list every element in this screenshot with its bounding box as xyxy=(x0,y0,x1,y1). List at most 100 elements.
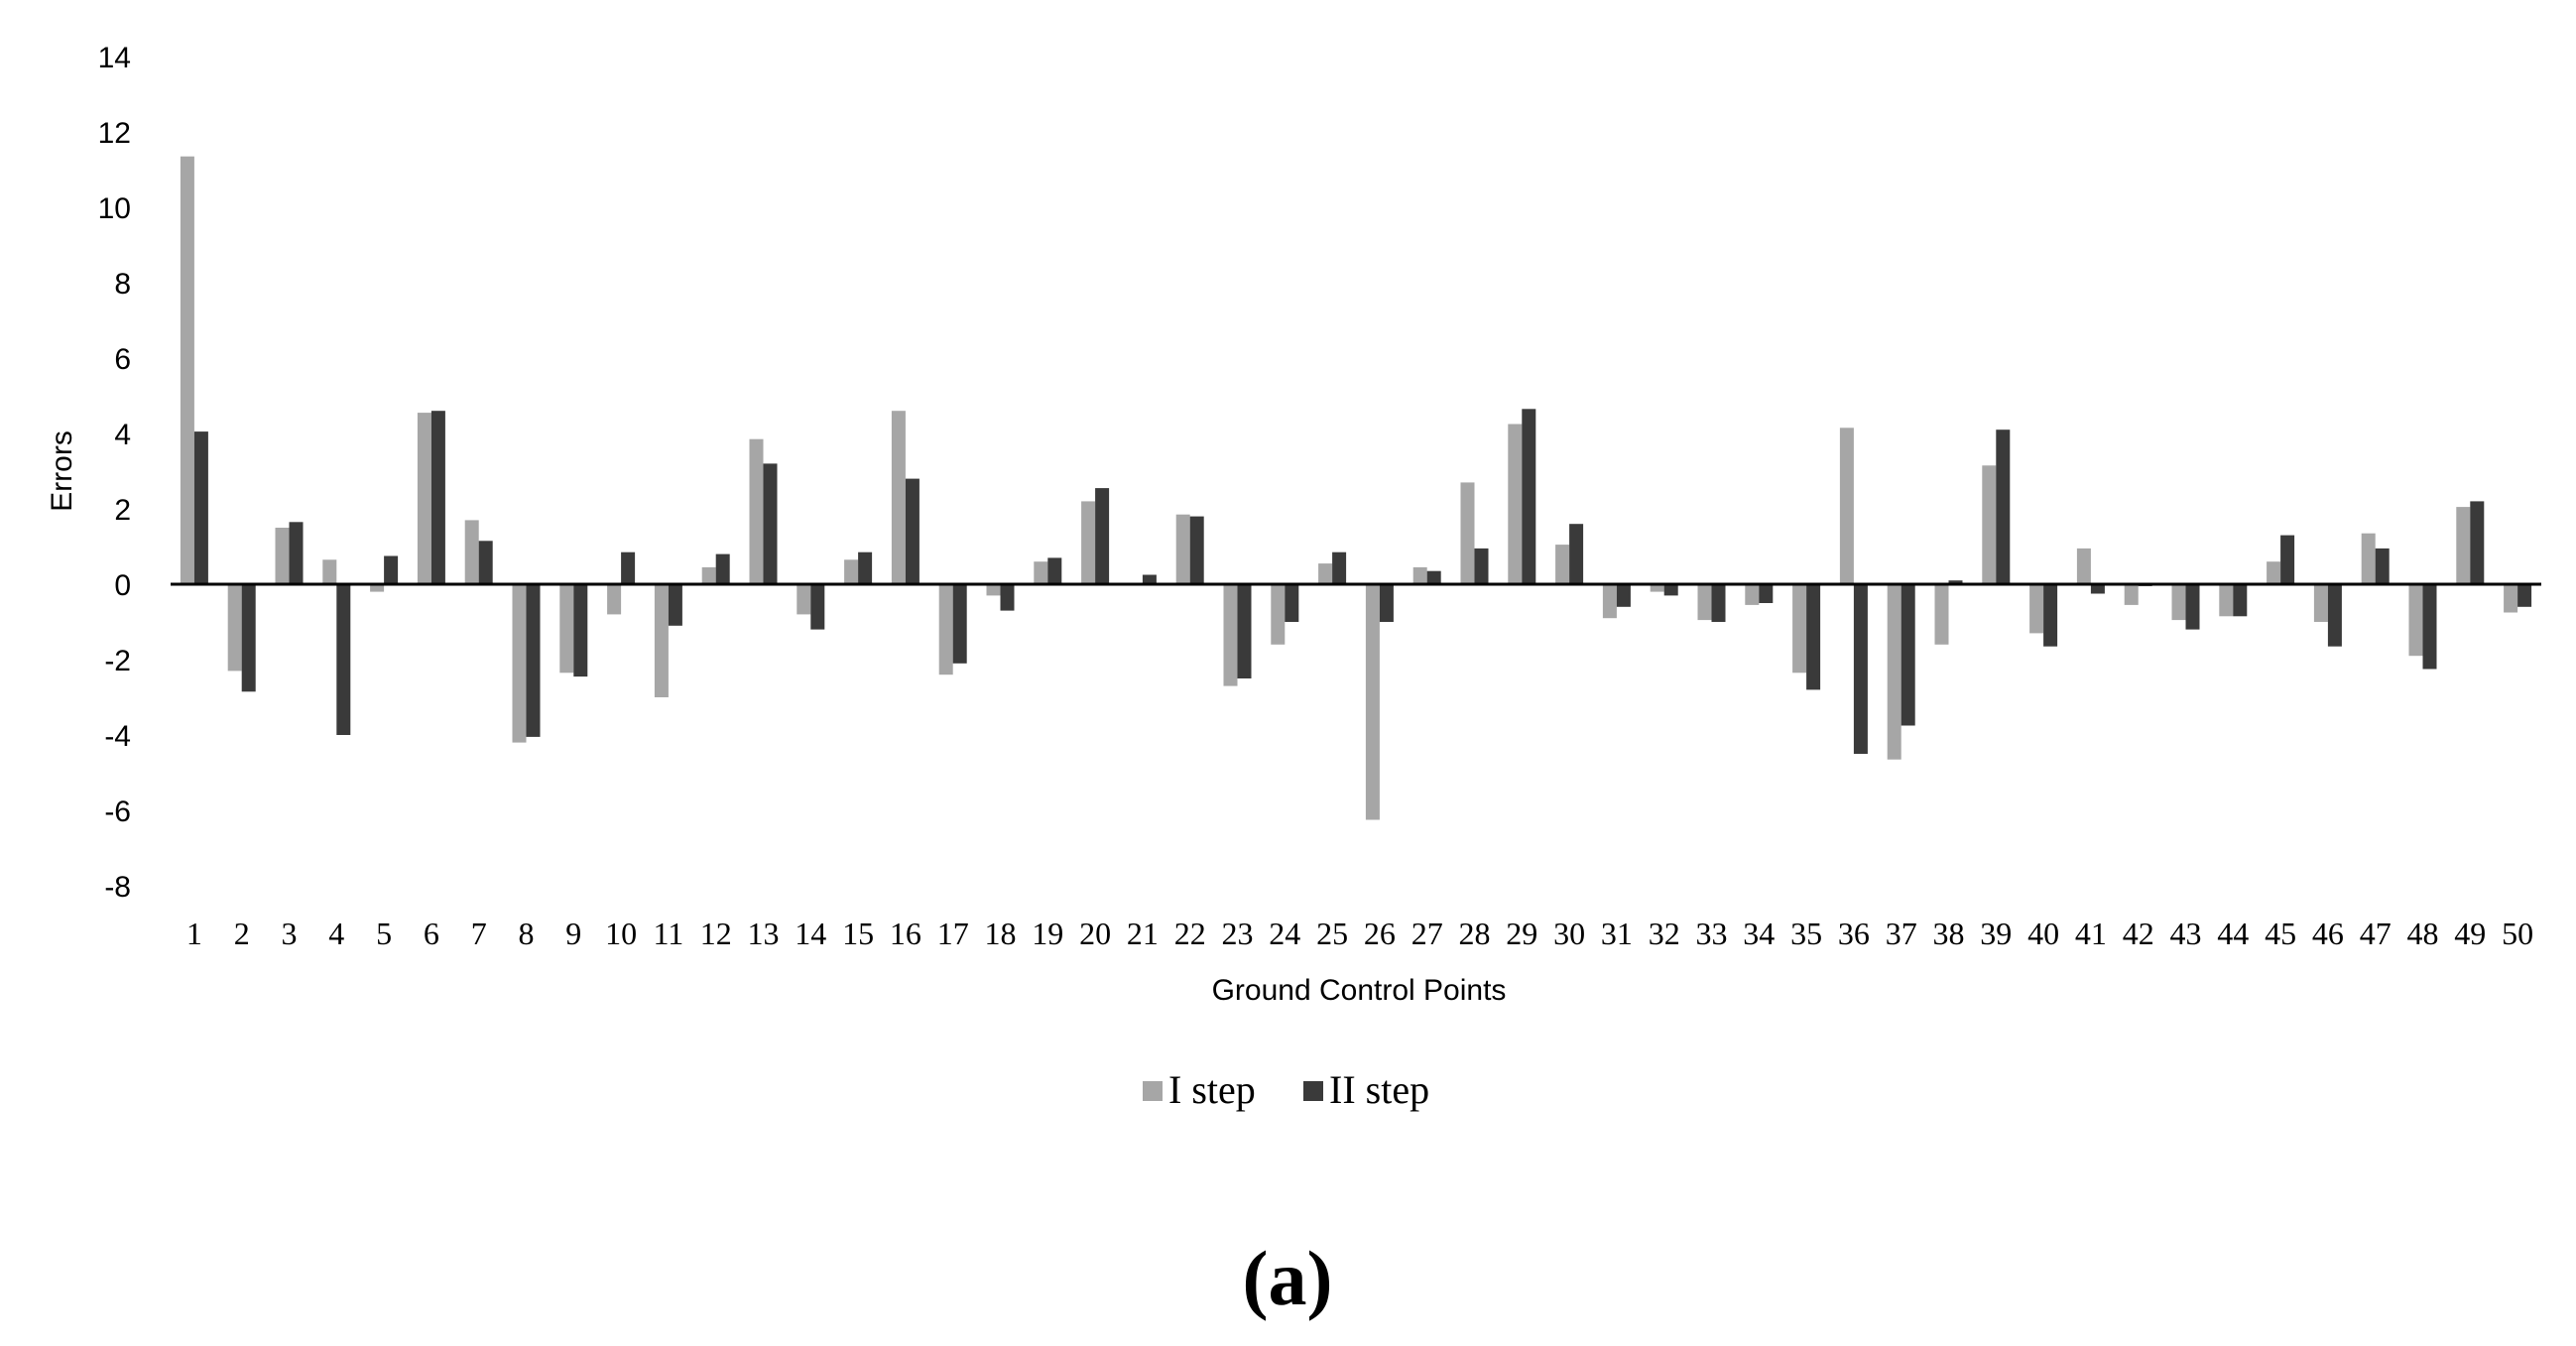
bar-i-step xyxy=(2124,584,2139,605)
bar-ii-step xyxy=(2327,584,2342,647)
bar-i-step xyxy=(322,559,337,584)
bar-ii-step xyxy=(384,555,399,584)
x-tick-label: 40 xyxy=(2027,916,2059,951)
x-tick-label: 36 xyxy=(1838,916,1870,951)
bar-i-step xyxy=(1697,584,1712,621)
bar-i-step xyxy=(986,584,1001,596)
x-tick-label: 43 xyxy=(2170,916,2202,951)
bar-i-step xyxy=(1887,584,1901,760)
bar-i-step xyxy=(749,438,764,584)
bar-ii-step xyxy=(336,584,351,735)
bar-i-step xyxy=(1602,584,1617,619)
bar-i-step xyxy=(2456,507,2471,584)
bar-i-step xyxy=(559,584,574,673)
bar-ii-step xyxy=(905,478,920,584)
bar-ii-step xyxy=(2517,584,2532,607)
bar-ii-step xyxy=(1047,557,1062,584)
bar-i-step xyxy=(2029,584,2044,634)
bar-ii-step xyxy=(2280,535,2295,584)
bar-ii-step xyxy=(1474,548,1489,584)
bar-ii-step xyxy=(1379,584,1394,622)
bar-ii-step xyxy=(715,553,730,584)
x-tick-label: 11 xyxy=(653,916,683,951)
y-tick-label: 0 xyxy=(114,569,131,602)
bar-ii-step xyxy=(1095,488,1110,584)
bar-i-step xyxy=(701,566,716,584)
x-tick-label: 48 xyxy=(2407,916,2439,951)
x-tick-label: 38 xyxy=(1933,916,1965,951)
bar-ii-step xyxy=(1237,584,1252,678)
x-tick-label: 37 xyxy=(1886,916,1917,951)
x-tick-label: 26 xyxy=(1364,916,1396,951)
bar-i-step xyxy=(2504,584,2518,613)
bar-i-step xyxy=(654,584,669,697)
x-tick-label: 46 xyxy=(2312,916,2344,951)
y-tick-label: -2 xyxy=(104,645,131,677)
x-tick-label: 30 xyxy=(1553,916,1585,951)
legend-swatch xyxy=(1143,1081,1163,1101)
bar-i-step xyxy=(1650,584,1664,592)
bar-i-step xyxy=(797,584,811,615)
bar-i-step xyxy=(417,413,431,584)
bar-i-step xyxy=(2408,584,2423,657)
x-tick-label: 6 xyxy=(424,916,439,951)
bar-i-step xyxy=(1934,584,1949,645)
bar-ii-step xyxy=(1996,429,2011,584)
x-tick-label: 24 xyxy=(1269,916,1300,951)
legend-swatch xyxy=(1303,1081,1323,1101)
bar-i-step xyxy=(1223,584,1238,686)
bar-ii-step xyxy=(1569,524,1584,584)
x-tick-label: 47 xyxy=(2360,916,2392,951)
x-tick-label: 21 xyxy=(1127,916,1159,951)
bar-ii-step xyxy=(2470,501,2485,584)
bar-i-step xyxy=(2076,548,2091,584)
x-tick-label: 32 xyxy=(1649,916,1680,951)
x-tick-label: 17 xyxy=(937,916,969,951)
bar-i-step xyxy=(1555,545,1570,584)
x-tick-label: 25 xyxy=(1316,916,1348,951)
bar-ii-step xyxy=(573,584,588,677)
bar-ii-step xyxy=(430,411,445,584)
bar-ii-step xyxy=(1663,584,1678,596)
bar-ii-step xyxy=(621,551,636,584)
bars xyxy=(180,156,2532,820)
bar-ii-step xyxy=(668,584,682,626)
x-tick-label: 16 xyxy=(890,916,921,951)
bar-ii-step xyxy=(1189,516,1204,584)
x-tick-label: 42 xyxy=(2123,916,2154,951)
bar-i-step xyxy=(2267,561,2281,584)
bar-ii-step xyxy=(2375,548,2390,584)
bar-ii-step xyxy=(1759,584,1774,603)
x-tick-label: 27 xyxy=(1411,916,1443,951)
x-tick-label: 8 xyxy=(519,916,535,951)
x-tick-label: 12 xyxy=(700,916,732,951)
bar-ii-step xyxy=(193,431,208,584)
bar-ii-step xyxy=(1806,584,1821,690)
x-tick-label: 28 xyxy=(1459,916,1491,951)
bar-ii-step xyxy=(952,584,967,664)
x-tick-label: 2 xyxy=(234,916,250,951)
x-axis-title: Ground Control Points xyxy=(1212,974,1507,1007)
bar-ii-step xyxy=(1285,584,1299,622)
x-tick-label: 18 xyxy=(985,916,1017,951)
bar-i-step xyxy=(1745,584,1760,605)
bar-ii-step xyxy=(763,463,778,584)
bar-ii-step xyxy=(858,551,873,584)
y-axis-ticks: 14 12 10 8 6 4 2 0 -2 -4 -6 -8 xyxy=(98,42,131,904)
bar-ii-step xyxy=(1142,574,1157,584)
bar-i-step xyxy=(1839,428,1854,584)
x-tick-label: 7 xyxy=(471,916,487,951)
bar-i-step xyxy=(370,584,385,592)
x-tick-label: 9 xyxy=(565,916,581,951)
bar-ii-step xyxy=(289,522,304,584)
x-tick-label: 14 xyxy=(795,916,826,951)
x-tick-label: 13 xyxy=(748,916,780,951)
y-tick-label: -6 xyxy=(104,795,131,828)
x-tick-label: 41 xyxy=(2075,916,2107,951)
bar-i-step xyxy=(1508,424,1523,584)
bar-ii-step xyxy=(2043,584,2058,647)
bar-i-step xyxy=(2219,584,2234,617)
x-tick-label: 15 xyxy=(842,916,874,951)
bar-i-step xyxy=(227,584,242,672)
